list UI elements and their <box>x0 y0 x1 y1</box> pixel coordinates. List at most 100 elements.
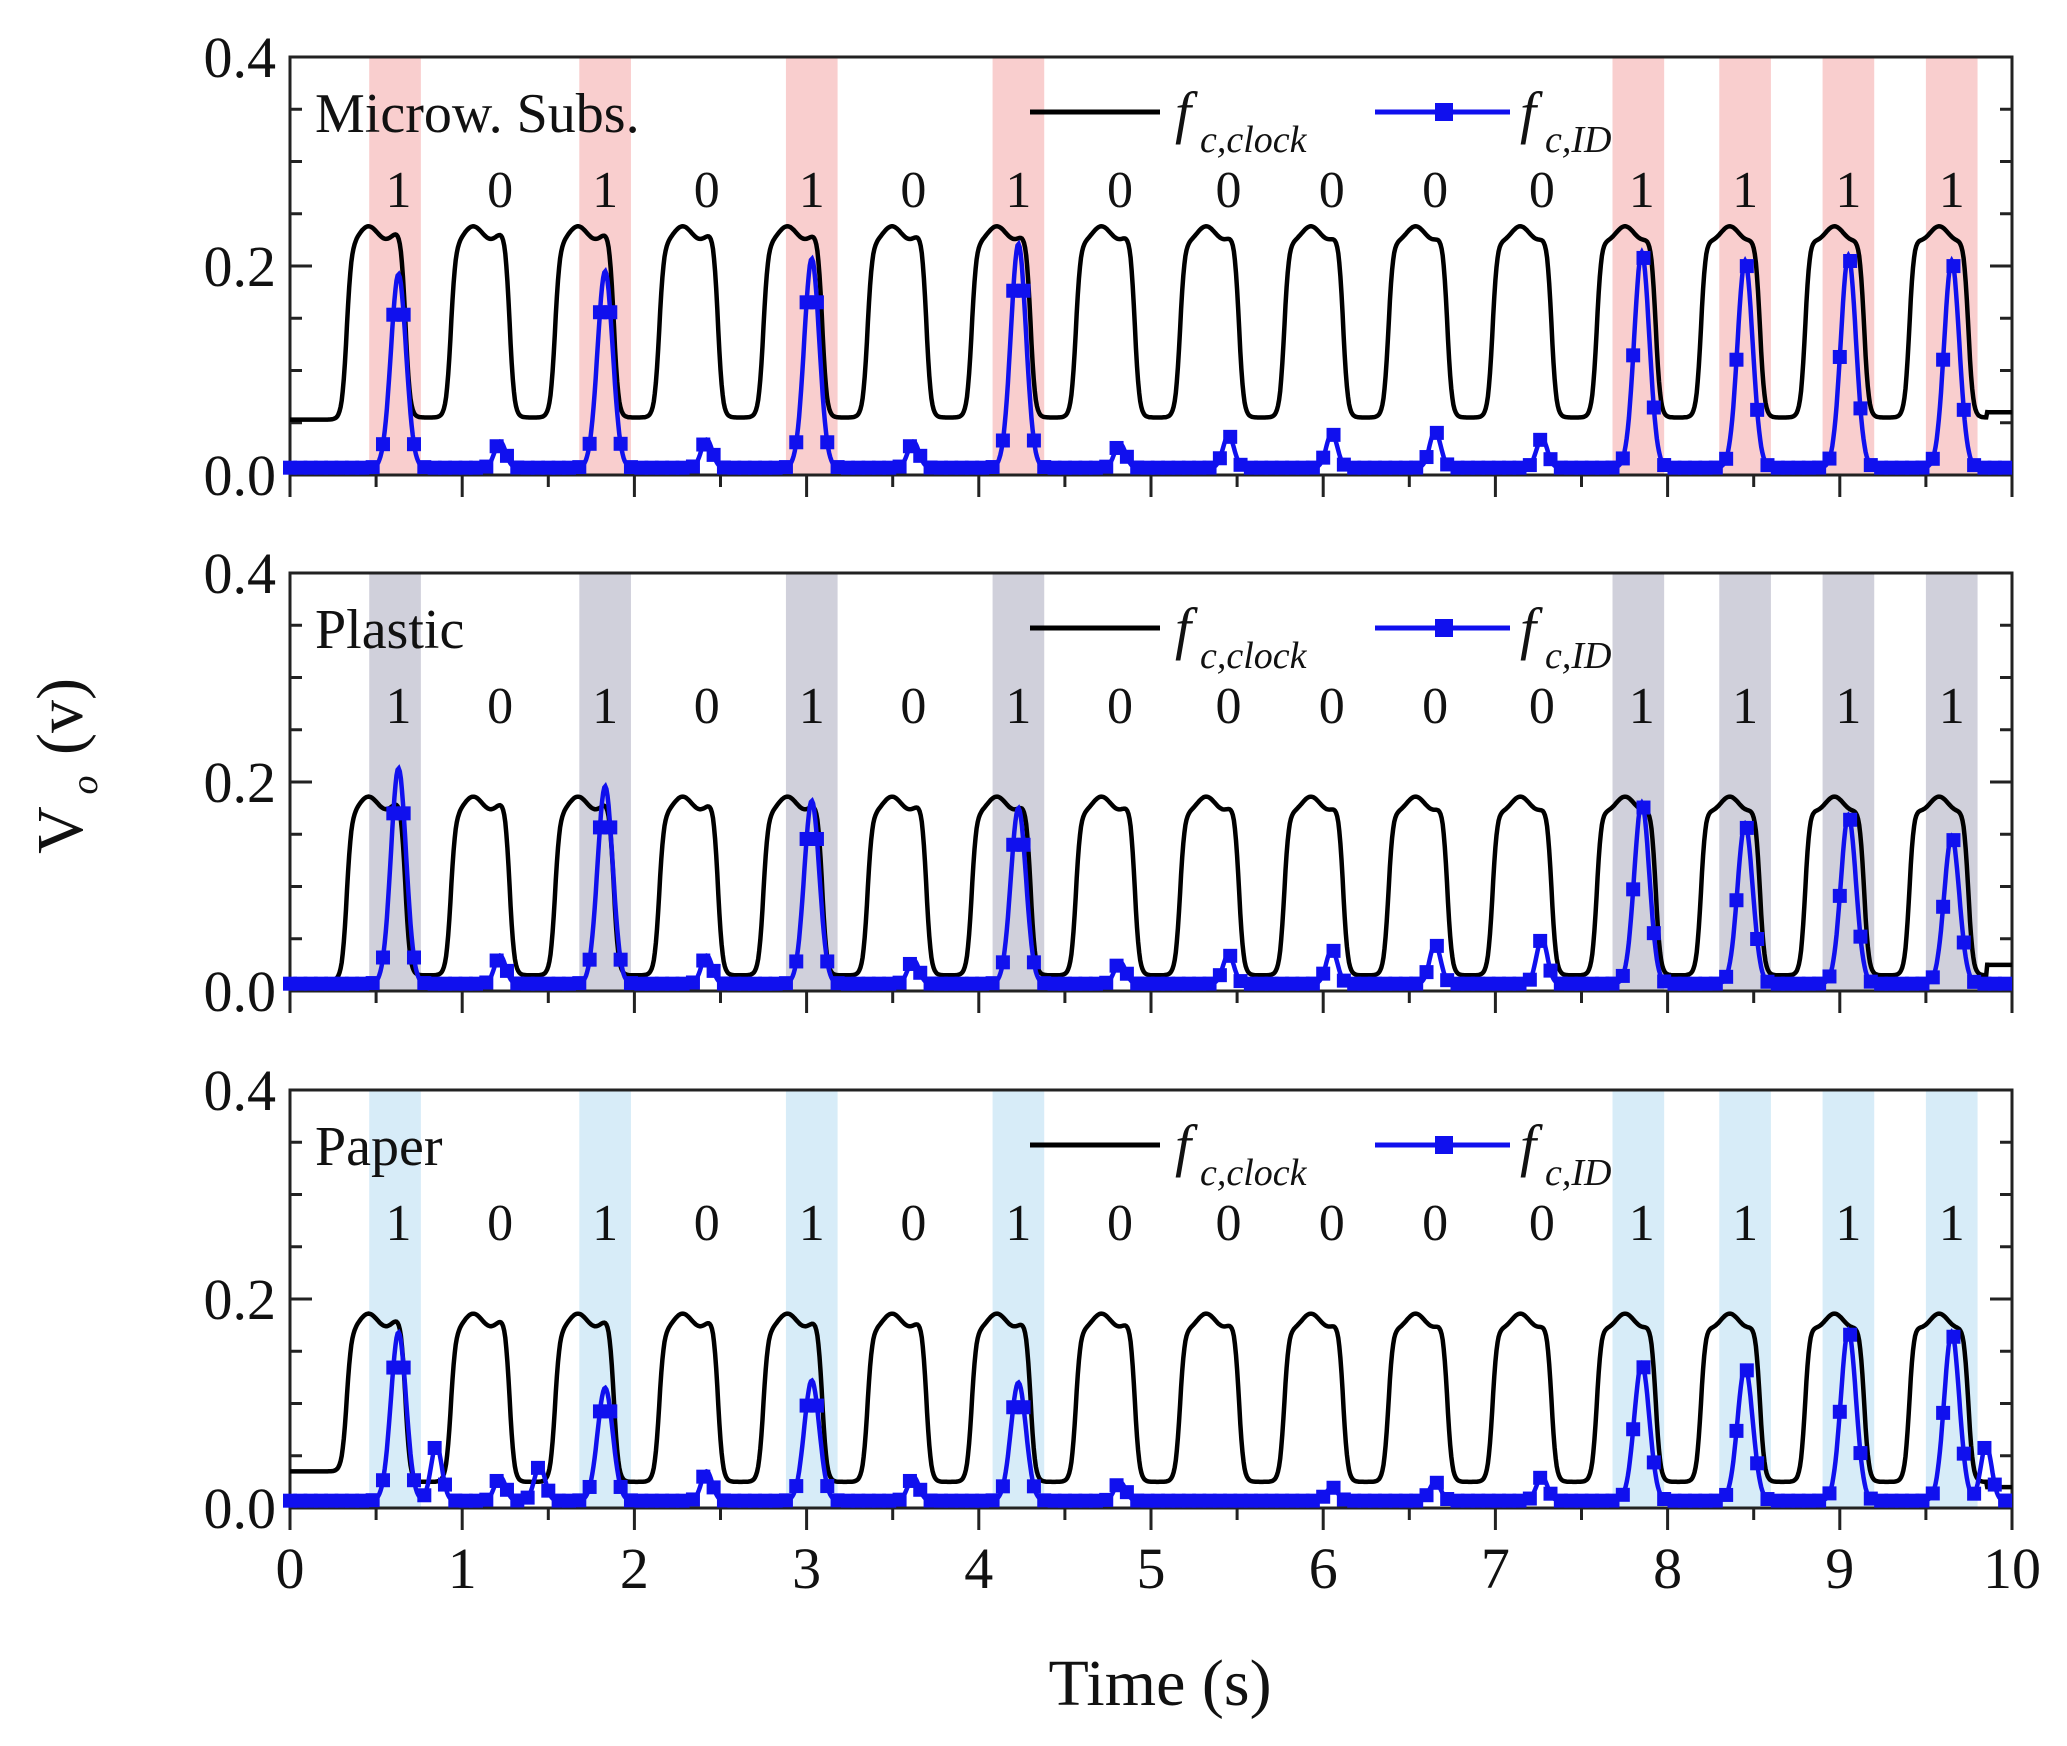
highlight-band <box>1612 1090 1665 1508</box>
x-tick-label: 1 <box>448 1536 477 1601</box>
series-clock-line <box>290 224 2012 422</box>
series-id-marker <box>892 459 907 474</box>
series-id-marker <box>1119 449 1134 464</box>
series-id-marker <box>1853 1446 1868 1461</box>
series-id-marker <box>1626 1422 1641 1437</box>
series-id-marker <box>1646 1455 1661 1470</box>
bit-label: 1 <box>1005 678 1031 735</box>
series-id-marker <box>1646 400 1661 415</box>
series-id-marker <box>479 459 494 474</box>
series-id-marker <box>396 307 411 322</box>
series-id-marker <box>985 976 1000 991</box>
bit-label: 0 <box>1215 1195 1241 1252</box>
series-id-marker <box>789 954 804 969</box>
series-id-marker <box>1956 1446 1971 1461</box>
series-id-marker <box>613 952 628 967</box>
series-id-marker <box>1326 427 1341 442</box>
series-id-marker <box>1750 402 1765 417</box>
x-axis-title: Time (s) <box>1048 1647 1271 1720</box>
series-id-marker <box>706 963 721 978</box>
y-tick-label: 0.2 <box>204 750 277 815</box>
series-id-marker <box>985 1493 1000 1508</box>
y-tick-label: 0.4 <box>204 541 277 606</box>
legend-clock-label: f <box>1175 1113 1198 1178</box>
bit-label: 1 <box>385 162 411 219</box>
y-tick-label: 0.0 <box>204 443 277 508</box>
series-id-marker <box>499 448 514 463</box>
series-id-marker <box>1223 429 1238 444</box>
series-id-marker <box>1739 259 1754 274</box>
series-id-marker <box>1750 1456 1765 1471</box>
series-id-marker <box>406 950 421 965</box>
x-tick-label: 6 <box>1309 1536 1338 1601</box>
series-id-marker <box>1419 1488 1434 1503</box>
series-id-marker <box>778 1493 793 1508</box>
x-tick-label: 9 <box>1825 1536 1854 1601</box>
series-id-marker <box>375 950 390 965</box>
series-id-marker <box>1956 402 1971 417</box>
series-id-marker <box>1533 1470 1548 1485</box>
panel-label: Plastic <box>315 599 464 661</box>
series-id-marker <box>1843 1327 1858 1342</box>
x-tick-label: 5 <box>1137 1536 1166 1601</box>
series-id-marker <box>706 1480 721 1495</box>
bit-label: 1 <box>1835 162 1861 219</box>
series-id-marker <box>1750 931 1765 946</box>
series-id-marker <box>365 1493 380 1508</box>
legend-id-sub: c,ID <box>1545 1152 1611 1194</box>
series-id-marker <box>1016 283 1031 298</box>
series-id-marker <box>365 976 380 991</box>
bit-label: 1 <box>1835 1195 1861 1252</box>
series-id-marker <box>1946 259 1961 274</box>
series-id-marker <box>1946 833 1961 848</box>
bit-label: 0 <box>1529 1195 1555 1252</box>
bit-label: 0 <box>694 678 720 735</box>
series-id-marker <box>1636 1360 1651 1375</box>
bit-label: 1 <box>385 678 411 735</box>
x-tick-label: 7 <box>1481 1536 1510 1601</box>
bit-label: 0 <box>1529 678 1555 735</box>
highlight-band <box>579 573 631 991</box>
series-id-marker <box>1739 820 1754 835</box>
bit-label: 1 <box>1732 1195 1758 1252</box>
bit-label: 1 <box>1835 678 1861 735</box>
series-id-marker <box>1853 929 1868 944</box>
bit-label: 1 <box>1939 1195 1965 1252</box>
y-tick-label: 0.4 <box>204 25 277 90</box>
x-tick-label: 3 <box>792 1536 821 1601</box>
series-id-marker <box>1987 1477 2002 1492</box>
series-id-marker <box>778 976 793 991</box>
series-id-marker <box>1822 451 1837 466</box>
series-id-marker <box>820 954 835 969</box>
bit-label: 0 <box>1215 162 1241 219</box>
series-id-marker <box>479 1492 494 1507</box>
series-id-marker <box>995 433 1010 448</box>
series-id-marker <box>417 1488 432 1503</box>
series-id-marker <box>913 448 928 463</box>
series-id-marker <box>1026 955 1041 970</box>
series-id-marker <box>1925 451 1940 466</box>
series-id-marker <box>1956 935 1971 950</box>
y-axis-title-main: V <box>24 806 97 854</box>
series-id-marker <box>1936 352 1951 367</box>
highlight-band <box>785 1090 838 1508</box>
series-id-marker <box>1646 926 1661 941</box>
y-tick-label: 0.0 <box>204 1476 277 1541</box>
legend-id-sub: c,ID <box>1545 635 1611 677</box>
series-id-marker <box>1719 969 1734 984</box>
series-id-marker <box>1533 432 1548 447</box>
y-tick-label: 0.0 <box>204 959 277 1024</box>
series-id-marker <box>1719 451 1734 466</box>
series-id-marker <box>1998 460 2013 475</box>
series-id-marker <box>1832 888 1847 903</box>
bit-label: 0 <box>1319 678 1345 735</box>
series-id-marker <box>1832 349 1847 364</box>
series-id-marker <box>1729 352 1744 367</box>
y-axis-title: V o (v) <box>24 678 106 854</box>
series-id-marker <box>1739 1363 1754 1378</box>
series-id-marker <box>820 1479 835 1494</box>
bit-label: 0 <box>1107 162 1133 219</box>
series-id-marker <box>789 435 804 450</box>
